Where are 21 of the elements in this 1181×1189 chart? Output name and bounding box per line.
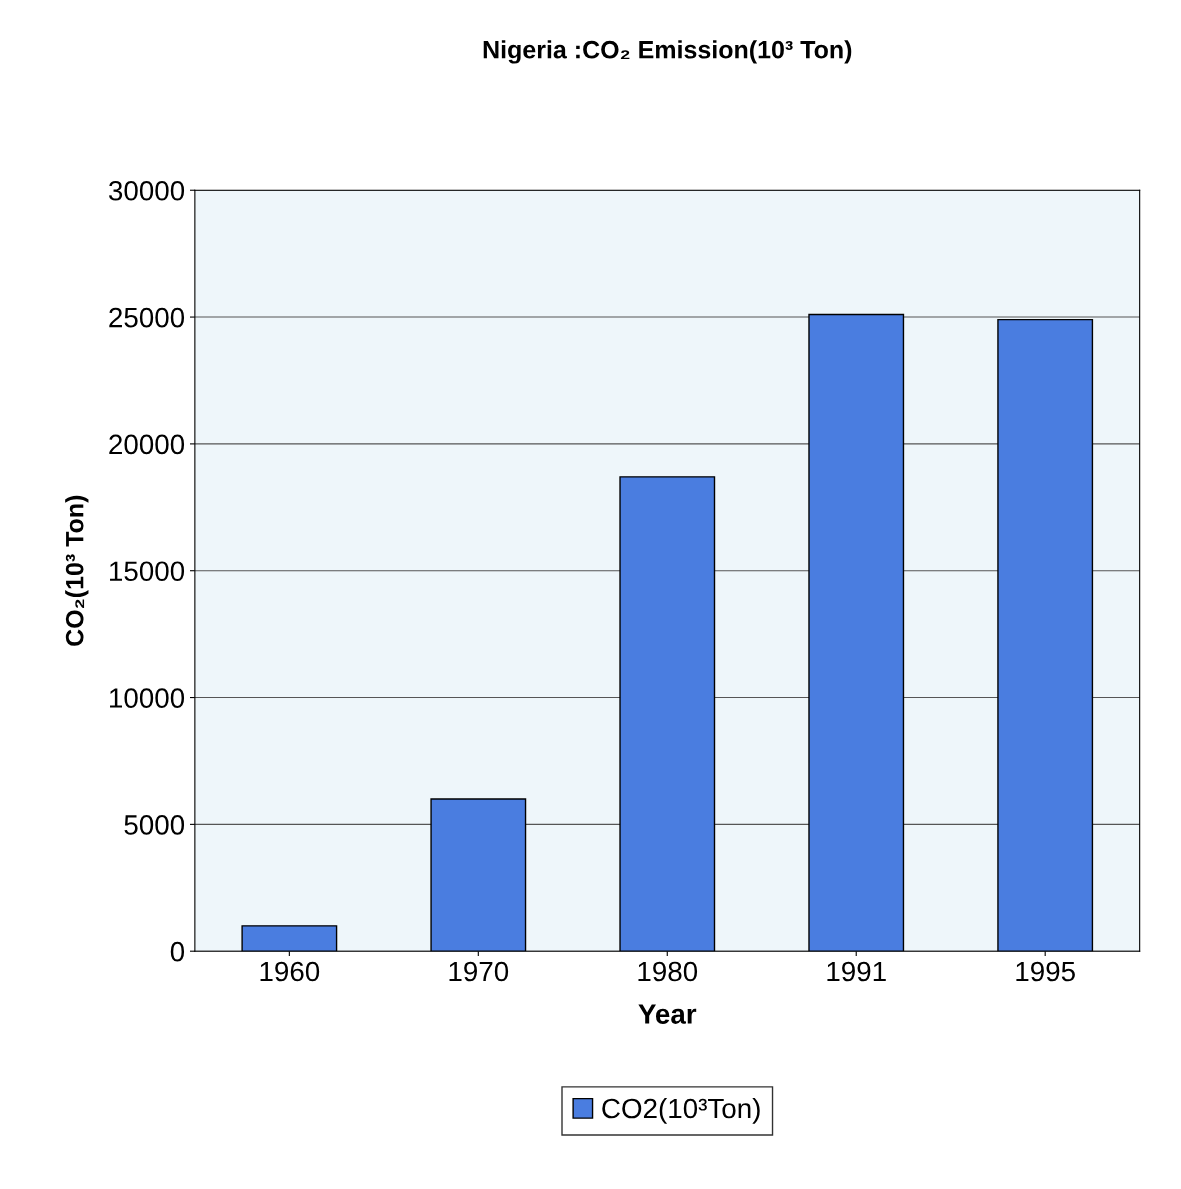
y-tick-label: 5000 — [124, 815, 185, 835]
legend-label: CO2(10³Ton) — [602, 1097, 760, 1124]
y-tick-label: 0 — [170, 941, 185, 962]
y-tick-label: 20000 — [109, 434, 185, 455]
x-tick-label: 1970 — [449, 961, 509, 982]
bar — [241, 925, 338, 952]
x-tick-label: 1995 — [1016, 961, 1075, 982]
y-tick-label: 30000 — [108, 180, 185, 201]
bar — [430, 798, 527, 952]
bar — [619, 476, 716, 952]
bar — [997, 318, 1094, 952]
x-tick-label: 1980 — [638, 961, 698, 982]
bar — [808, 313, 905, 952]
x-tick-label: 1991 — [827, 961, 886, 982]
y-tick-label: 25000 — [109, 307, 185, 328]
chart-title: Nigeria :CO₂ Emission(10³ Ton) — [483, 40, 852, 64]
y-axis-title: CO₂(10³ Ton) — [65, 495, 89, 646]
x-axis-title: Year — [638, 1004, 697, 1024]
x-tick-label: 1960 — [260, 961, 320, 982]
y-tick-label: 10000 — [110, 688, 185, 708]
y-tick-label: 15000 — [110, 561, 185, 582]
